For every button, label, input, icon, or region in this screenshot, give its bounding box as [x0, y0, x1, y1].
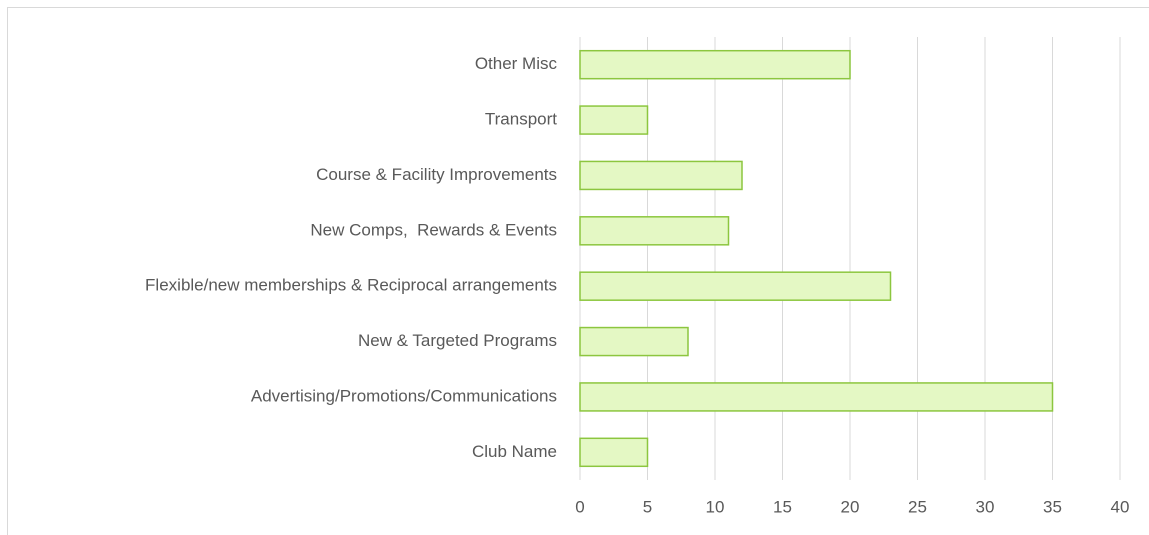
bar: [579, 437, 649, 468]
y-tick-label: New Comps, Rewards & Events: [310, 220, 557, 239]
y-tick-label: Flexible/new memberships & Reciprocal ar…: [145, 276, 557, 295]
bar: [579, 216, 730, 246]
x-tick-label: 25: [908, 497, 927, 516]
x-tick-label: 0: [575, 497, 584, 516]
x-tick-label: 40: [1111, 497, 1130, 516]
y-tick-label: Advertising/Promotions/Communications: [251, 386, 557, 405]
x-tick-label: 30: [976, 497, 995, 516]
x-tick-label: 15: [773, 497, 792, 516]
bar: [579, 326, 689, 357]
y-tick-label: New & Targeted Programs: [358, 331, 557, 350]
bar: [579, 49, 851, 80]
bar: [579, 271, 892, 301]
x-tick-label: 20: [841, 497, 860, 516]
chart-frame: [7, 7, 1149, 535]
bar: [579, 382, 1054, 412]
y-tick-label: Course & Facility Improvements: [316, 165, 557, 184]
y-tick-label: Transport: [485, 110, 557, 129]
y-tick-label: Other Misc: [475, 54, 558, 73]
bar: [579, 105, 649, 135]
x-tick-label: 5: [643, 497, 652, 516]
bar: [579, 160, 743, 191]
y-tick-label: Club Name: [472, 442, 557, 461]
x-tick-label: 35: [1043, 497, 1062, 516]
x-tick-label: 10: [706, 497, 725, 516]
